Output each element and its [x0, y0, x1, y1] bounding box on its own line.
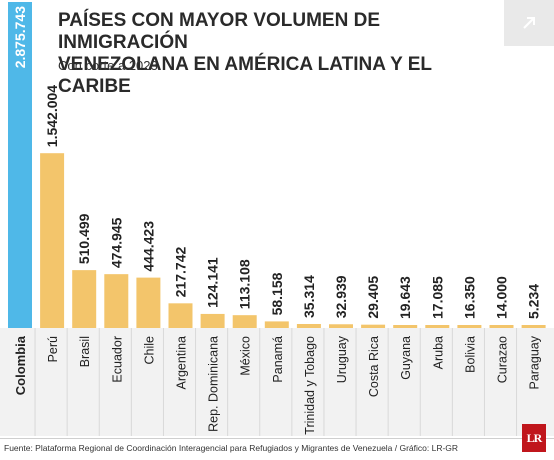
bar-chile [136, 277, 161, 328]
data-label: 19.643 [397, 276, 413, 319]
bar-ecuador [104, 274, 129, 328]
category-label: Guyana [399, 336, 413, 380]
data-label: 510.499 [76, 213, 92, 264]
chart-title-line-2: VENEZOLANA EN AMÉRICA LATINA Y EL CARIBE [58, 54, 432, 97]
category-label: Uruguay [335, 335, 349, 383]
category-label: Ecuador [110, 336, 124, 383]
category-label: Argentina [175, 336, 189, 390]
category-label: México [239, 336, 253, 376]
category-label: Trinidad y Tobago [303, 336, 317, 435]
category-label: Chile [142, 336, 156, 365]
data-label: 16.350 [461, 276, 477, 319]
category-label: Bolivia [463, 336, 477, 373]
data-label: 2.875.743 [12, 6, 28, 68]
data-label: 35.314 [301, 275, 317, 318]
data-label: 124.141 [205, 257, 221, 308]
category-label: Costa Rica [367, 336, 381, 397]
bar-rep-dominicana [200, 313, 225, 328]
data-label: 444.423 [140, 221, 156, 272]
data-label: 14.000 [494, 276, 510, 319]
data-label: 58.158 [269, 272, 285, 315]
bar-paraguay [521, 325, 546, 328]
expand-button[interactable] [504, 0, 554, 46]
bar-panam- [264, 321, 289, 328]
category-label: Colombia [13, 335, 28, 395]
data-label: 17.085 [429, 276, 445, 319]
category-label: Aruba [431, 336, 445, 369]
chart-title-line-1: PAÍSES CON MAYOR VOLUMEN DE INMIGRACIÓN [58, 10, 380, 53]
category-label: Rep. Dominicana [207, 336, 221, 432]
arrow-up-right-icon [523, 17, 535, 29]
data-label: 113.108 [237, 259, 253, 309]
data-label: 5.234 [526, 284, 542, 319]
category-label: Brasil [78, 336, 92, 367]
bar-argentina [168, 303, 193, 328]
data-label: 474.945 [108, 217, 124, 268]
bar-uruguay [329, 324, 353, 328]
bar-trinidad-y-tobago [296, 323, 321, 328]
category-label: Perú [46, 336, 60, 362]
source-note: Fuente: Plataforma Regional de Coordinac… [4, 443, 459, 453]
bar-brasil [72, 270, 97, 328]
category-label: Curazao [496, 336, 510, 383]
bar-colombia [8, 2, 32, 328]
bar-costa-rica [361, 324, 386, 328]
bar-curazao [489, 325, 514, 328]
bar-guyana [393, 325, 418, 328]
category-label: Paraguay [528, 335, 542, 389]
chart-title: PAÍSES CON MAYOR VOLUMEN DE INMIGRACIÓN … [58, 10, 508, 98]
lr-logo: LR [522, 424, 546, 452]
data-label: 32.939 [333, 275, 349, 318]
bar-bolivia [457, 325, 482, 328]
data-label: 217.742 [173, 246, 189, 297]
bar-chart: 2.875.743 Colombia 1.542.004 Perú 510.499 Bra… [0, 2, 554, 436]
category-label-band [0, 328, 554, 436]
category-label: Panamá [271, 336, 285, 383]
chart-subtitle: Con corte a 2023 [58, 58, 158, 73]
bar-per- [40, 153, 65, 328]
data-label: 29.405 [365, 276, 381, 319]
bar-m-xico [232, 315, 257, 328]
bar-aruba [425, 325, 450, 328]
divider [0, 438, 554, 439]
data-label: 1.542.004 [44, 85, 60, 147]
